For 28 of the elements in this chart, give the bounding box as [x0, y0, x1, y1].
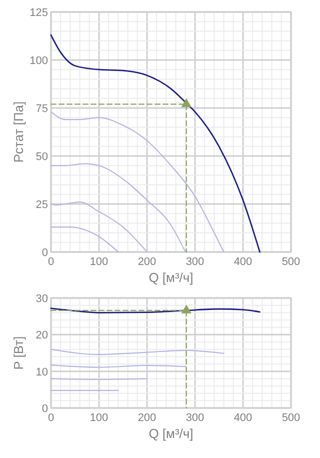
x-tick-label: 200	[138, 256, 156, 268]
y-tick-label: 100	[30, 55, 48, 67]
line-series	[50, 34, 260, 253]
x-tick-label: 100	[90, 256, 108, 268]
y-axis-title: P [Вт]	[11, 336, 26, 370]
x-tick-label: 200	[138, 412, 156, 424]
line-series	[50, 163, 186, 253]
line-series	[50, 202, 148, 253]
x-tick-label: 400	[234, 256, 252, 268]
x-tick-label: 100	[90, 412, 108, 424]
y-tick-label: 0	[42, 403, 48, 415]
y-tick-label: 10	[36, 366, 48, 378]
y-tick-label: 20	[36, 330, 48, 342]
x-tick-label: 300	[186, 412, 204, 424]
x-tick-label: 500	[282, 256, 300, 268]
y-axis-title: Рстат [Па]	[11, 101, 26, 163]
y-tick-label: 50	[36, 151, 48, 163]
x-axis-title: Q [м³/ч]	[148, 270, 194, 285]
y-tick-label: 125	[30, 7, 48, 19]
x-axis-title: Q [м³/ч]	[148, 426, 194, 441]
line-series	[50, 111, 224, 253]
y-tick-label: 25	[36, 199, 48, 211]
x-tick-label: 300	[186, 256, 204, 268]
x-tick-label: 500	[282, 412, 300, 424]
x-tick-label: 400	[234, 412, 252, 424]
y-tick-label: 0	[42, 247, 48, 259]
y-tick-label: 30	[36, 293, 48, 305]
y-tick-label: 75	[36, 103, 48, 115]
